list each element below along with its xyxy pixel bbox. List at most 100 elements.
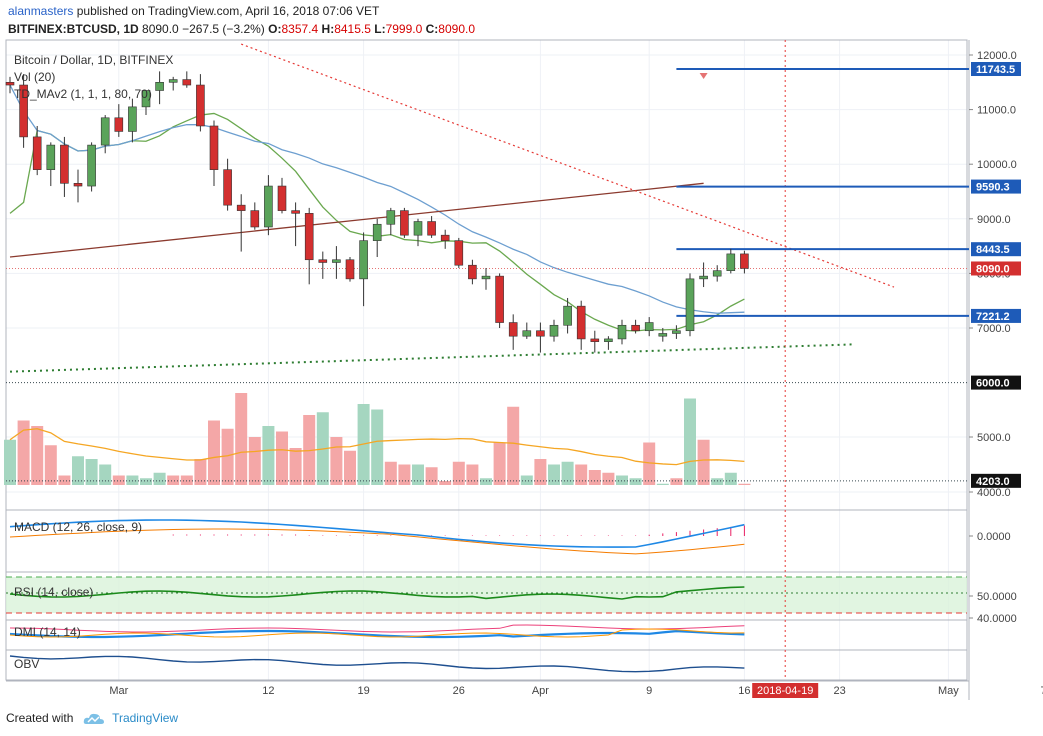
- candle: [440, 229, 450, 249]
- candle: [386, 207, 396, 236]
- legend-vol: Vol (20): [14, 70, 55, 84]
- candle-body: [304, 213, 314, 261]
- author-link[interactable]: alanmasters: [8, 4, 74, 18]
- candle-body: [427, 221, 436, 236]
- candle-body: [631, 324, 640, 332]
- candle: [32, 125, 42, 176]
- volume-bar: [99, 464, 112, 485]
- candle: [495, 273, 504, 328]
- volume-bar: [276, 431, 288, 485]
- candle-body: [332, 259, 341, 263]
- candle: [726, 248, 736, 274]
- volume-bar: [221, 428, 234, 485]
- price-tick-label: 7000.0: [977, 323, 1011, 335]
- candle: [332, 246, 341, 279]
- volume-ma-line: [9, 428, 745, 466]
- candle-body: [495, 275, 504, 323]
- candle: [100, 115, 110, 154]
- candle: [454, 237, 464, 268]
- volume-bar: [208, 420, 220, 485]
- price-level-tag-label: 8443.5: [976, 244, 1010, 256]
- volume-bar: [466, 464, 479, 485]
- volume-bar: [31, 426, 44, 485]
- candle-body: [318, 259, 328, 263]
- candles: [5, 71, 749, 353]
- price-level-tag: 7221.2: [971, 308, 1021, 323]
- candle: [114, 104, 124, 137]
- price-level-tag-bg: [971, 179, 1021, 194]
- candle-body: [699, 275, 708, 280]
- candle-body: [236, 204, 246, 211]
- candle-body: [87, 144, 96, 187]
- candle-body: [264, 185, 273, 228]
- candle-body: [508, 322, 518, 337]
- candle: [277, 177, 287, 214]
- candle-body: [468, 264, 477, 280]
- candle: [536, 322, 545, 353]
- price-level-tag-bg: [971, 242, 1021, 257]
- pane-frame: [5, 649, 968, 681]
- candle-body: [400, 210, 409, 236]
- candle-body: [522, 330, 532, 337]
- candle-body: [5, 82, 15, 86]
- volume-bar: [398, 464, 411, 485]
- trend-line-red: [240, 43, 895, 288]
- volume-bar: [140, 478, 152, 485]
- candle: [182, 71, 192, 88]
- candle: [223, 158, 232, 211]
- volume-bar: [588, 470, 601, 485]
- legend-obv: OBV: [14, 657, 39, 671]
- volume-bar: [656, 483, 669, 485]
- volume-bar: [126, 475, 139, 485]
- price-tick-label: 11000.0: [977, 105, 1016, 117]
- high-label: H:: [321, 22, 335, 36]
- time-tick-label: 16: [738, 685, 750, 697]
- price-level-tag: 9590.3: [971, 179, 1021, 194]
- volume-bar: [493, 442, 506, 485]
- volume-bar: [4, 439, 16, 485]
- open-value: 8357.4: [281, 22, 319, 36]
- candle: [19, 74, 28, 148]
- candle-body: [372, 223, 382, 241]
- candle: [372, 218, 382, 258]
- legend: Bitcoin / Dollar, 1D, BITFINEX Vol (20) …: [14, 53, 173, 671]
- price-level-tag-label: 8090.0: [976, 263, 1010, 275]
- price-tick-label: 9000.0: [977, 214, 1011, 226]
- price-axis: 12000.011000.010000.09000.08000.07000.05…: [969, 50, 1021, 625]
- candle-body: [196, 84, 205, 127]
- candle-body: [223, 169, 232, 206]
- price-level-tag-label: 11743.5: [976, 64, 1015, 76]
- low-label: L:: [374, 22, 386, 36]
- candle-body: [182, 79, 192, 86]
- candle-body: [209, 125, 219, 170]
- volume-bar: [548, 464, 560, 485]
- volume-bar: [44, 445, 57, 485]
- low-value: 7999.0: [385, 22, 423, 36]
- candle: [250, 202, 260, 230]
- volume-bar: [371, 409, 384, 485]
- candle-body: [168, 79, 178, 83]
- candle-body: [100, 117, 110, 146]
- volume-bar: [194, 459, 207, 485]
- volume-tick-label: 5000.0: [977, 432, 1011, 444]
- tradingview-brand-link[interactable]: TradingView: [112, 711, 179, 725]
- price-level-tag-bg: [971, 261, 1021, 276]
- candle-body: [712, 270, 722, 277]
- candle-body: [658, 333, 668, 337]
- trend-line-green: [9, 343, 854, 373]
- volume-bar: [180, 475, 193, 485]
- candle: [576, 300, 586, 350]
- candle-body: [644, 322, 654, 332]
- high-value: 8415.5: [334, 22, 371, 36]
- volume-bar: [738, 483, 751, 485]
- volume-bar: [153, 472, 166, 485]
- candle: [400, 207, 409, 238]
- legend-macd: MACD (12, 26, close, 9): [14, 520, 142, 534]
- candle-body: [685, 278, 695, 332]
- candle-body: [359, 240, 368, 280]
- volume-bar: [262, 426, 275, 485]
- candle-body: [672, 330, 681, 334]
- volume-bar: [629, 478, 642, 485]
- candle-body: [60, 144, 69, 184]
